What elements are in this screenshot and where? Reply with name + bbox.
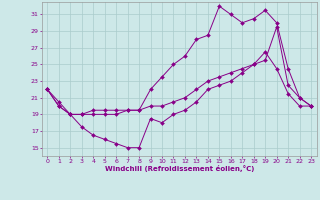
X-axis label: Windchill (Refroidissement éolien,°C): Windchill (Refroidissement éolien,°C) [105, 165, 254, 172]
